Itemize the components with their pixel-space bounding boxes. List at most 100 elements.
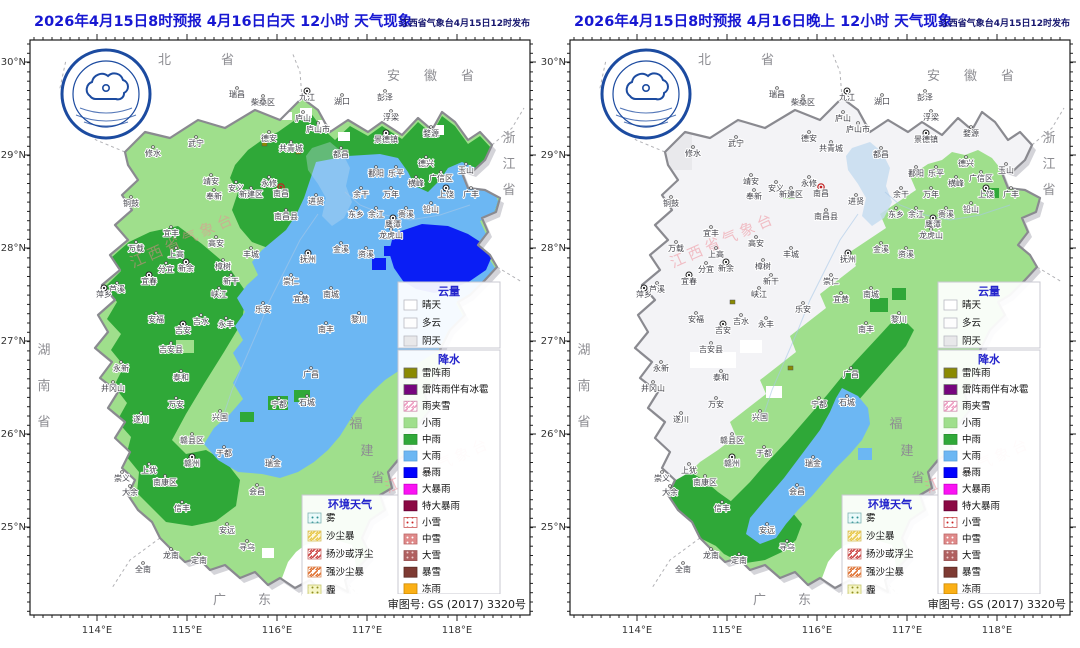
svg-text:宜丰: 宜丰 — [163, 228, 179, 238]
svg-text:中雨: 中雨 — [962, 433, 981, 445]
svg-text:泰和: 泰和 — [173, 372, 189, 382]
svg-text:27°N: 27°N — [541, 336, 566, 347]
svg-text:114°E: 114°E — [622, 625, 652, 636]
svg-text:黎川: 黎川 — [891, 314, 907, 324]
svg-text:庐山市: 庐山市 — [846, 124, 870, 134]
svg-text:横峰: 横峰 — [408, 178, 424, 188]
svg-text:省: 省 — [577, 415, 590, 430]
svg-text:扬沙或浮尘: 扬沙或浮尘 — [326, 548, 374, 560]
svg-text:广丰: 广丰 — [463, 189, 479, 199]
svg-text:29°N: 29°N — [1, 150, 26, 161]
weather-map-day: 江西省气象台江西省气象台湖北省安徽省浙江省福建省广东省湖南省九江瑞昌柴桑区湖口彭… — [1, 34, 536, 636]
svg-text:多云: 多云 — [422, 317, 441, 329]
svg-text:丰城: 丰城 — [243, 249, 259, 259]
svg-text:省: 省 — [37, 415, 50, 430]
svg-text:环境天气: 环境天气 — [328, 497, 372, 511]
svg-text:冻雨: 冻雨 — [962, 583, 981, 595]
svg-text:奉新: 奉新 — [206, 191, 222, 201]
svg-text:28°N: 28°N — [1, 243, 26, 254]
svg-text:审图号: GS (2017) 3320号: 审图号: GS (2017) 3320号 — [928, 597, 1066, 611]
svg-text:雨夹雪: 雨夹雪 — [422, 400, 451, 412]
svg-text:强沙尘暴: 强沙尘暴 — [326, 567, 365, 578]
svg-text:万载: 万载 — [128, 243, 144, 253]
svg-text:全南: 全南 — [135, 564, 151, 574]
svg-text:强沙尘暴: 强沙尘暴 — [866, 567, 905, 578]
svg-text:广丰: 广丰 — [1003, 189, 1019, 199]
svg-text:宁都: 宁都 — [271, 399, 287, 409]
svg-text:中雪: 中雪 — [962, 533, 981, 545]
svg-text:永修: 永修 — [261, 178, 277, 188]
svg-text:会昌: 会昌 — [249, 486, 265, 496]
svg-text:铜鼓: 铜鼓 — [123, 198, 139, 208]
svg-text:117°E: 117°E — [352, 625, 382, 636]
panel-day-header: 2026年4月15日8时预报 4月16日白天 12小时 天气现象 江西省气象台4… — [0, 0, 540, 34]
svg-text:降水: 降水 — [978, 352, 1001, 366]
svg-text:余干: 余干 — [893, 189, 909, 199]
svg-text:资溪: 资溪 — [358, 249, 374, 259]
svg-text:116°E: 116°E — [802, 625, 832, 636]
svg-text:吉安: 吉安 — [715, 325, 731, 335]
svg-text:萍乡: 萍乡 — [96, 289, 112, 299]
svg-text:万年: 万年 — [923, 189, 939, 199]
svg-text:余干: 余干 — [353, 189, 369, 199]
svg-text:多云: 多云 — [962, 317, 981, 329]
svg-text:铅山: 铅山 — [423, 204, 439, 214]
svg-text:吉安: 吉安 — [175, 325, 191, 335]
svg-text:雾: 雾 — [866, 513, 876, 524]
svg-text:118°E: 118°E — [442, 625, 472, 636]
svg-text:115°E: 115°E — [172, 625, 202, 636]
svg-text:阴天: 阴天 — [962, 336, 982, 347]
svg-text:小雨: 小雨 — [422, 418, 441, 429]
svg-text:118°E: 118°E — [982, 625, 1012, 636]
svg-text:新余: 新余 — [718, 263, 734, 273]
svg-text:116°E: 116°E — [262, 625, 292, 636]
svg-text:上犹: 上犹 — [141, 465, 157, 475]
svg-text:贵溪: 贵溪 — [938, 209, 954, 219]
svg-text:上犹: 上犹 — [681, 465, 697, 475]
svg-text:万载: 万载 — [668, 243, 684, 253]
svg-text:庐山: 庐山 — [835, 113, 851, 123]
svg-text:崇义: 崇义 — [114, 474, 130, 483]
svg-text:建: 建 — [900, 444, 913, 459]
svg-text:分宜: 分宜 — [158, 264, 174, 274]
svg-text:特大暴雨: 特大暴雨 — [962, 500, 1000, 512]
svg-text:宜春: 宜春 — [141, 276, 157, 286]
svg-text:江: 江 — [1042, 157, 1055, 172]
svg-text:乐安: 乐安 — [795, 304, 811, 314]
svg-text:暴雪: 暴雪 — [422, 567, 441, 578]
svg-text:25°N: 25°N — [541, 522, 566, 533]
svg-text:大雪: 大雪 — [422, 550, 441, 562]
svg-text:丰城: 丰城 — [783, 249, 799, 259]
publisher-note: 江西省气象台4月15日12时发布 — [939, 19, 1070, 29]
svg-text:赣州: 赣州 — [184, 458, 200, 468]
svg-text:东乡: 东乡 — [348, 209, 364, 219]
svg-text:南城: 南城 — [323, 289, 339, 299]
svg-text:南昌县: 南昌县 — [274, 211, 298, 221]
svg-text:铅山: 铅山 — [963, 204, 979, 214]
svg-text:武宁: 武宁 — [188, 138, 204, 148]
svg-text:分宜: 分宜 — [698, 264, 714, 274]
svg-text:景德镇: 景德镇 — [374, 134, 398, 144]
svg-text:武宁: 武宁 — [728, 138, 744, 148]
svg-text:省: 省 — [1042, 183, 1055, 198]
svg-text:25°N: 25°N — [1, 522, 26, 533]
svg-text:省: 省 — [371, 471, 384, 486]
svg-text:扬沙或浮尘: 扬沙或浮尘 — [866, 548, 914, 560]
svg-text:特大暴雨: 特大暴雨 — [422, 500, 460, 512]
svg-text:沙尘暴: 沙尘暴 — [326, 531, 355, 542]
svg-text:晴天: 晴天 — [962, 299, 982, 311]
svg-text:湖口: 湖口 — [334, 97, 350, 106]
svg-text:永新: 永新 — [653, 363, 669, 373]
svg-text:赣州: 赣州 — [724, 458, 740, 468]
svg-text:雾: 雾 — [326, 513, 336, 524]
svg-text:省: 省 — [502, 183, 515, 198]
svg-text:南丰: 南丰 — [858, 324, 874, 334]
svg-text:芦溪: 芦溪 — [649, 284, 665, 294]
svg-text:芦溪: 芦溪 — [109, 284, 125, 294]
svg-text:金溪: 金溪 — [873, 244, 889, 254]
svg-text:柴桑区: 柴桑区 — [251, 97, 275, 107]
svg-text:德兴: 德兴 — [958, 158, 974, 168]
page-title: 2026年4月15日8时预报 4月16日晚上 12小时 天气现象 — [574, 14, 953, 30]
svg-text:雷阵雨: 雷阵雨 — [962, 367, 991, 379]
svg-text:浮梁: 浮梁 — [383, 112, 399, 122]
